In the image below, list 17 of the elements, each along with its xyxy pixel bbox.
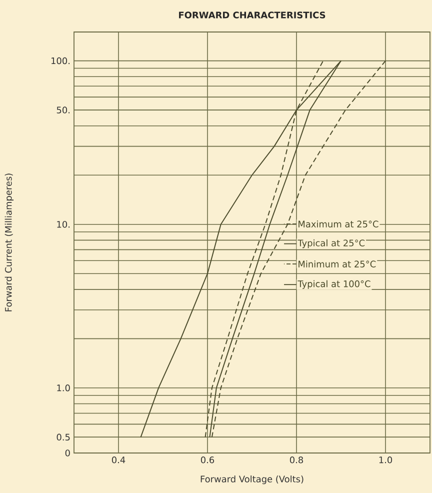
y-tick-label: 10. [57, 220, 70, 228]
x-tick-label: 0.6 [200, 456, 214, 464]
y-tick-label: 50. [56, 106, 70, 114]
y-tick-label: 0.5 [56, 434, 70, 441]
y-tick-label: 100. [52, 57, 70, 64]
legend-label: Maximum at 25°C [298, 220, 378, 228]
y-axis-title: Forward Current (Milliamperes) [4, 174, 14, 312]
legend-label: Minimum at 25°C [298, 260, 376, 268]
x-axis-title: Forward Voltage (Volts) [200, 475, 304, 484]
x-tick-label: 0.4 [112, 456, 126, 464]
y-tick-label: 0 [65, 450, 70, 456]
chart-title: FORWARD CHARACTERISTICS [179, 12, 326, 18]
x-tick-label: 1.0 [379, 456, 392, 464]
x-tick-label: 0.8 [290, 456, 304, 464]
legend-label: Typical at 25°C [298, 239, 365, 248]
y-tick-label: 1.0 [57, 384, 70, 392]
legend-label: Typical at 100°C [298, 280, 370, 289]
